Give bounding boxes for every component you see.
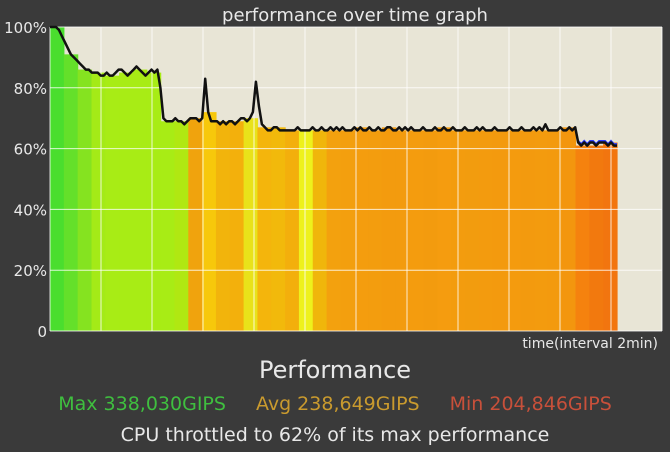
- performance-bar: [354, 127, 369, 331]
- performance-bar: [312, 130, 328, 331]
- performance-bar: [105, 75, 120, 331]
- performance-bar: [257, 127, 272, 331]
- performance-bar: [285, 130, 300, 331]
- y-tick-label: 40%: [14, 201, 47, 219]
- performance-bar: [575, 145, 590, 331]
- performance-bar: [188, 118, 203, 331]
- performance-bar: [561, 127, 577, 331]
- performance-bar: [409, 130, 424, 331]
- performance-bar: [520, 130, 535, 331]
- y-tick-label: 20%: [14, 262, 47, 280]
- performance-bar: [534, 130, 549, 331]
- performance-bar: [63, 54, 79, 332]
- performance-bar: [160, 121, 176, 332]
- performance-chart: performance over time graph 0 20% 40% 60% 80%…: [4, 5, 663, 352]
- y-tick-label: 0: [37, 323, 47, 341]
- performance-bar: [437, 127, 452, 331]
- performance-bar: [229, 121, 245, 332]
- performance-bar: [464, 130, 480, 331]
- y-tick-label: 80%: [14, 80, 47, 98]
- performance-line: [50, 25, 617, 147]
- performance-bar: [340, 130, 355, 331]
- performance-bar: [132, 69, 148, 331]
- x-axis-label: time(interval 2min): [522, 336, 658, 352]
- y-tick-label: 60%: [14, 141, 47, 159]
- performance-bar: [478, 130, 494, 331]
- performance-bar: [298, 130, 314, 331]
- max-performance: Max 338,030GIPS: [58, 393, 226, 415]
- performance-bar: [492, 130, 507, 331]
- performance-bar: [91, 72, 106, 331]
- performance-bar: [326, 130, 342, 331]
- chart-title: performance over time graph: [222, 5, 488, 26]
- stats-row: Max 338,030GIPS Avg 238,649GIPS Min 204,…: [0, 393, 670, 415]
- performance-bar: [589, 145, 604, 331]
- min-performance: Min 204,846GIPS: [449, 393, 612, 415]
- performance-bar: [506, 130, 521, 331]
- avg-performance: Avg 238,649GIPS: [255, 393, 420, 415]
- performance-bar: [174, 121, 189, 332]
- performance-bar: [381, 127, 397, 331]
- performance-bar: [603, 142, 618, 331]
- throttle-summary: CPU throttled to 62% of its max performa…: [120, 424, 550, 446]
- performance-bar: [77, 69, 93, 331]
- performance-bar: [271, 127, 286, 331]
- performance-bar: [547, 130, 563, 331]
- y-tick-label: 100%: [4, 19, 47, 37]
- performance-bar: [368, 130, 383, 331]
- performance-bar: [146, 72, 162, 331]
- performance-bar: [215, 121, 231, 332]
- performance-bar: [243, 118, 259, 331]
- performance-bar: [202, 112, 217, 332]
- performance-bar: [50, 27, 65, 331]
- performance-bar: [395, 130, 411, 331]
- performance-bar: [423, 130, 438, 331]
- stats-heading: Performance: [258, 356, 412, 384]
- performance-bar: [119, 72, 134, 331]
